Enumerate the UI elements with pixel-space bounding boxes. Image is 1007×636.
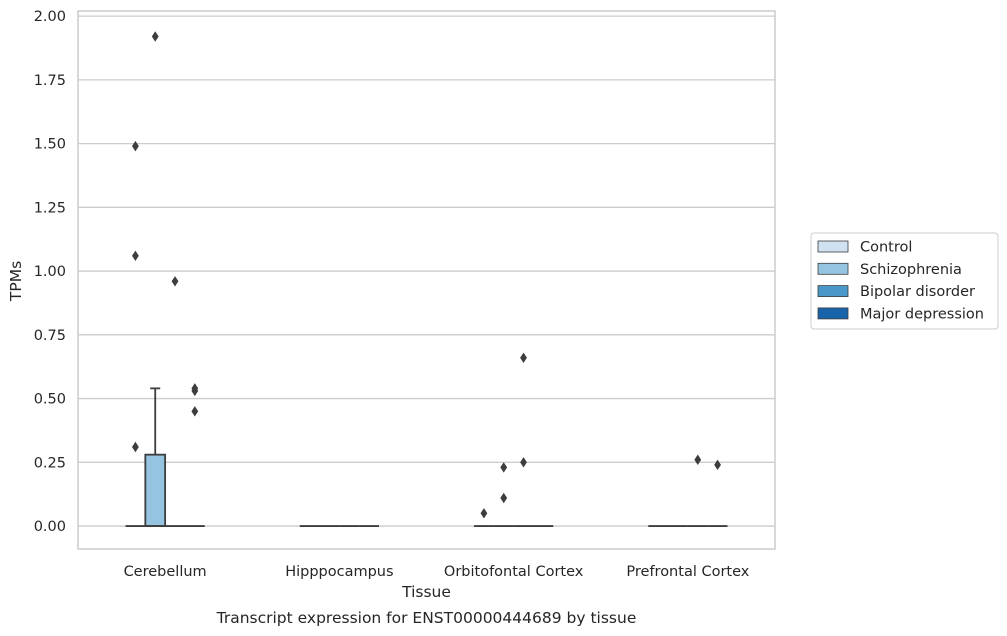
box-group [144,31,167,527]
legend-label: Schizophrenia [860,262,962,278]
box-group [513,352,534,527]
outlier-point [132,140,139,152]
outlier-point [500,492,508,504]
legend: Control Schizophrenia Bipolar disorder Majo… [810,232,999,330]
legend-swatch [817,240,849,253]
box [144,453,167,527]
x-tick-label: Orbitofontal Cortex [444,564,584,580]
x-tick-label: Prefrontal Cortex [626,564,749,580]
outlier-point [694,454,702,465]
box-group [493,462,514,527]
outlier-point [132,250,139,261]
outlier-point [714,459,721,471]
box-group [474,508,494,527]
x-axis-label: Tissue [401,583,451,601]
y-tick-label: 1.75 [34,73,66,89]
outlier-point [520,457,527,468]
box-group [125,140,146,527]
legend-swatch [817,307,849,320]
outlier-point [191,385,199,397]
legend-label: Control [860,240,912,256]
outlier-point [500,462,508,473]
y-tick-label: 2.00 [34,9,66,25]
y-tick-labels: 0.00 0.25 0.50 0.75 1.00 1.25 1.50 1.75 2.00 [34,9,66,535]
outlier-point [191,406,199,417]
x-tick-labels: Cerebellum Hipppocampus Orbitofontal Corte… [124,564,750,580]
chart-caption: Transcript expression for ENST0000044468… [216,609,637,627]
y-tick-label: 0.75 [34,328,66,344]
grid-lines [78,15,775,527]
box-group [184,383,205,527]
legend-label: Bipolar disorder [860,284,975,300]
y-tick-label: 0.50 [34,392,66,408]
x-tick-label: Hipppocampus [285,564,393,580]
y-tick-label: 1.50 [34,137,66,153]
outlier-point [480,508,488,519]
y-tick-label: 1.25 [34,200,66,216]
box-group [687,454,708,527]
legend-label: Major depression [860,306,984,322]
box-plots [125,31,728,527]
outlier-point [520,352,527,363]
legend-swatch [817,285,849,298]
y-tick-label: 0.25 [34,455,66,471]
legend-frame [810,232,999,330]
outlier-point [132,441,139,453]
plot-frame [77,10,776,550]
y-axis-label: TPMs [7,261,25,302]
x-tick-label: Cerebellum [124,564,207,580]
outlier-point [171,276,179,287]
y-tick-label: 0.00 [34,519,66,535]
box-group [165,276,185,527]
box-group [707,459,728,527]
y-tick-label: 1.00 [34,264,66,280]
outlier-point [151,31,159,42]
legend-swatch [817,262,849,275]
